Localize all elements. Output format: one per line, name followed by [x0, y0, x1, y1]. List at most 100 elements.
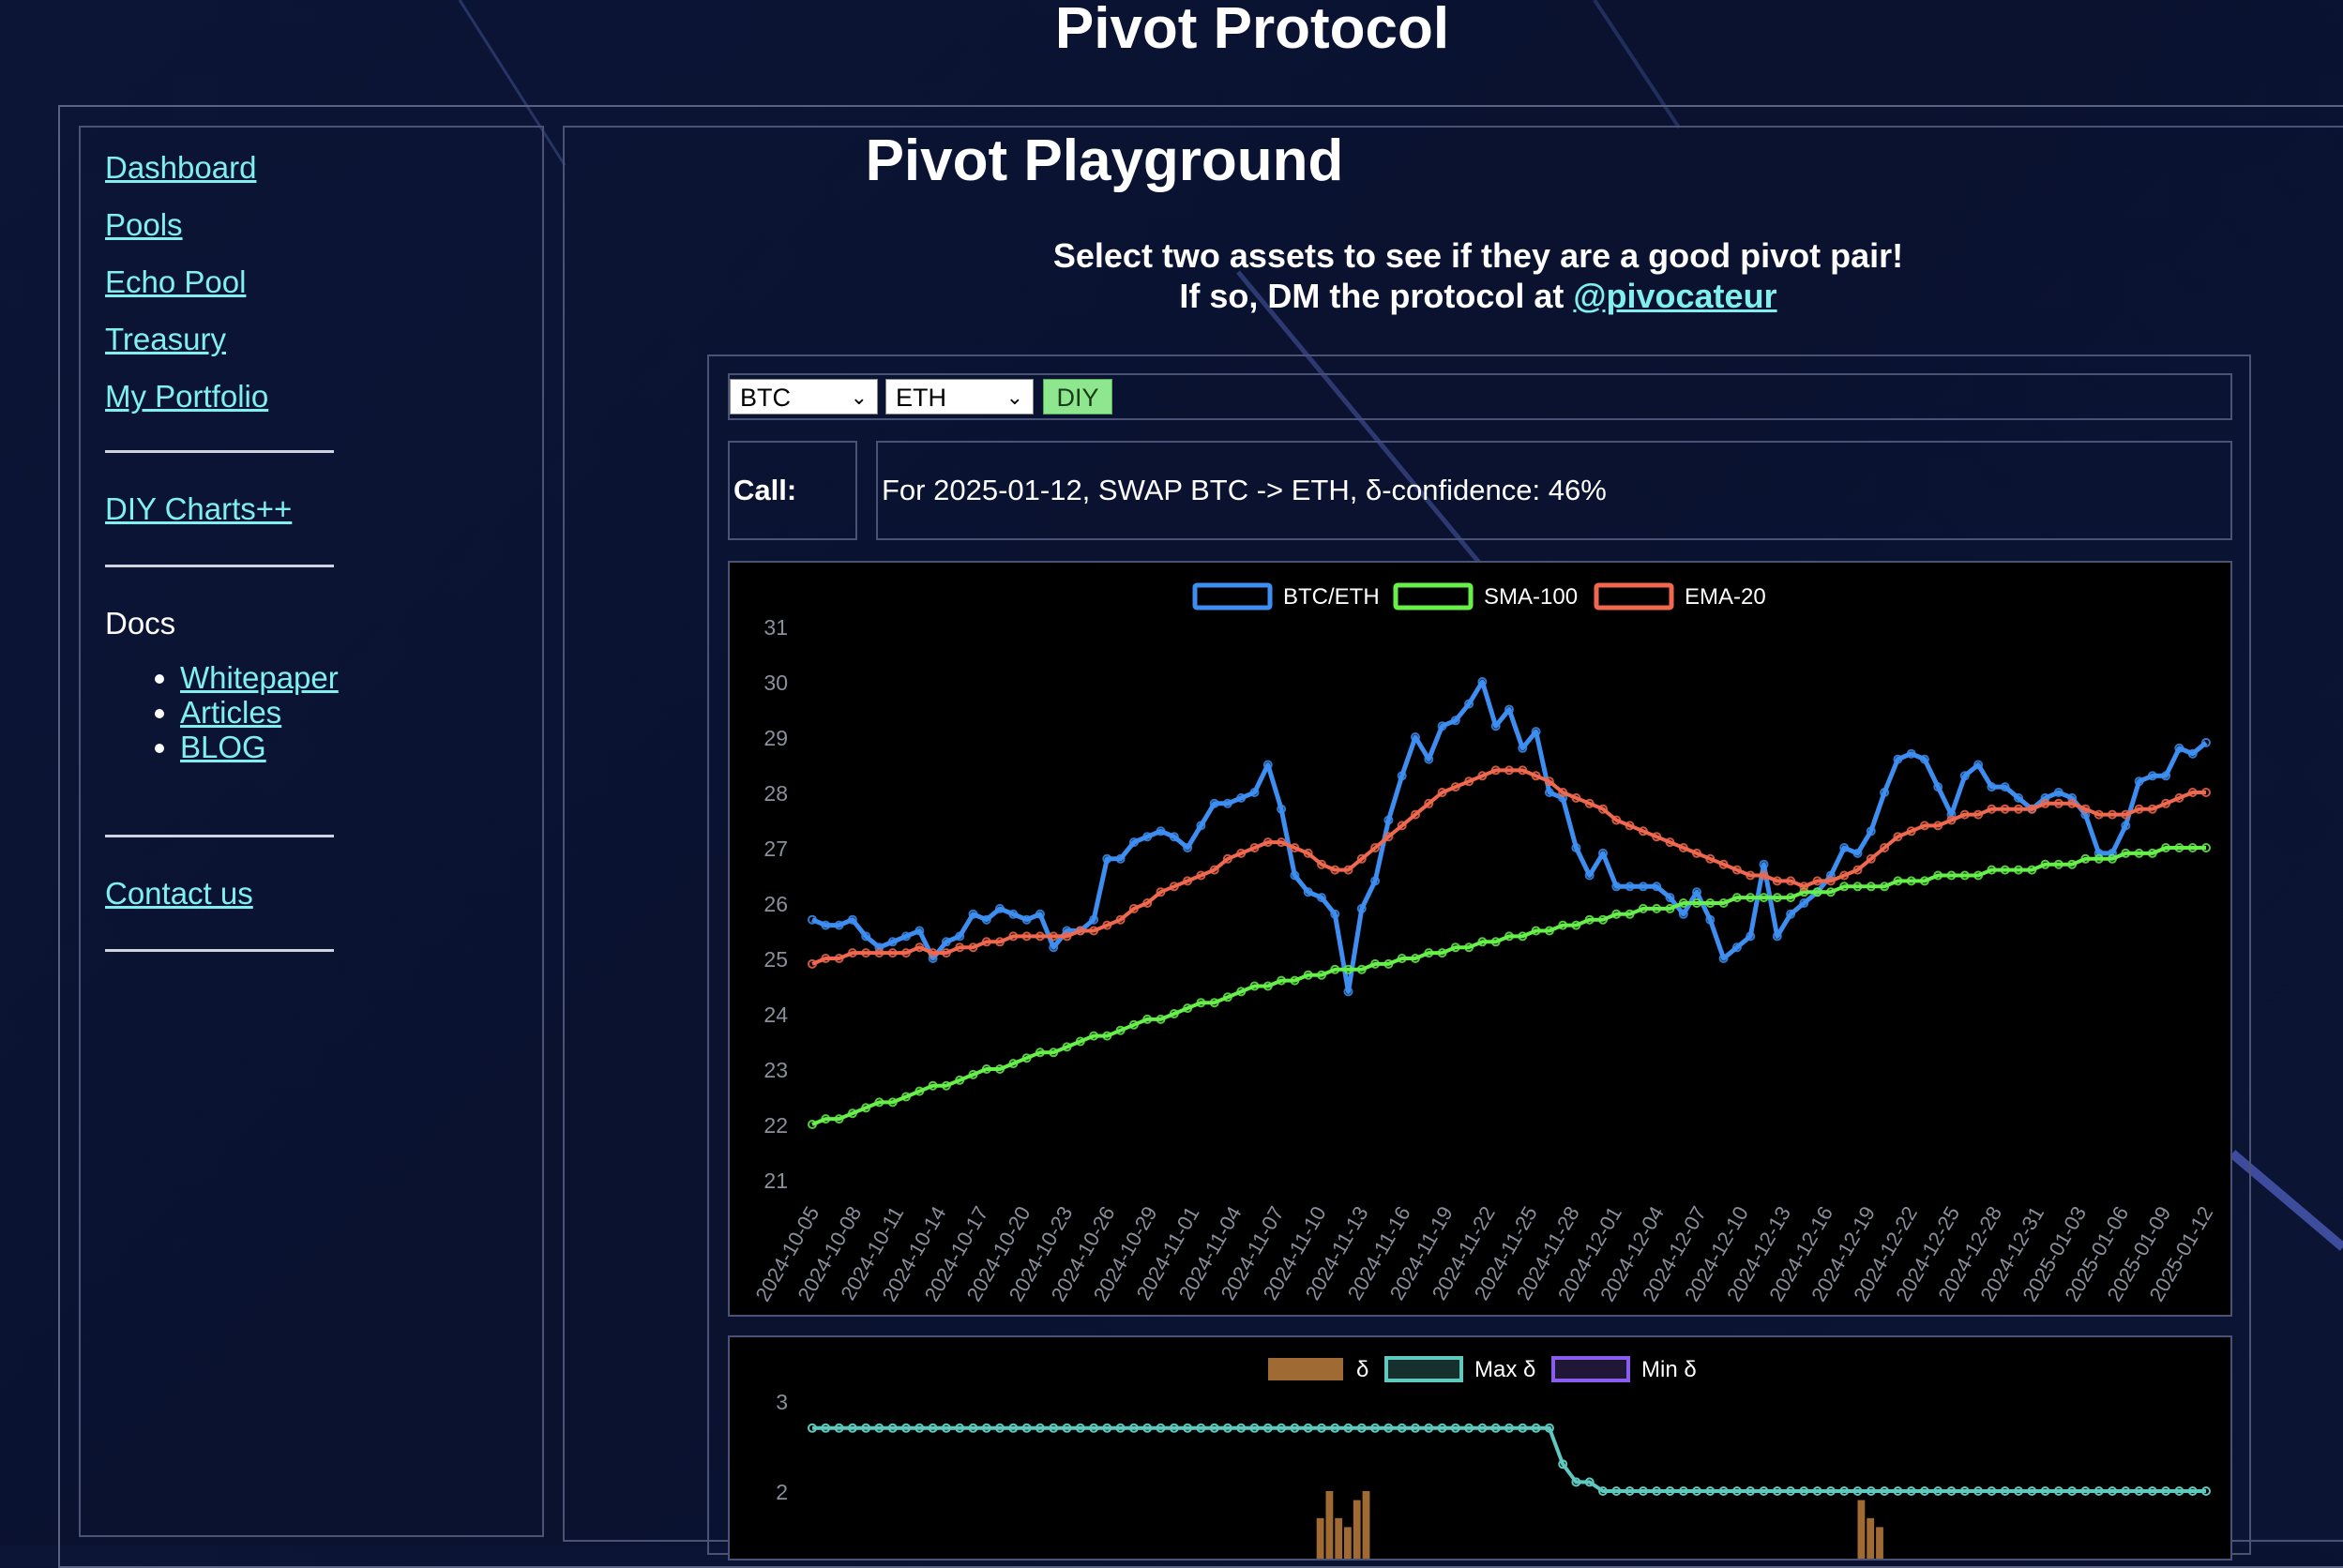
data-point: [2080, 853, 2091, 864]
data-point: [1518, 743, 1528, 753]
delta-chart-svg: δ Max δ Min δ 2 3: [776, 1356, 2211, 1559]
data-point: [1772, 1486, 1782, 1496]
data-point: [1946, 815, 1957, 825]
nav-link-diy-charts[interactable]: DIY Charts++: [105, 491, 293, 526]
data-point: [1330, 909, 1340, 919]
series-line-btc-eth: [811, 679, 2208, 994]
data-point: [915, 942, 925, 953]
series-line-max-delta: [812, 1425, 2206, 1493]
docs-label: Docs: [105, 606, 176, 641]
data-point: [2174, 743, 2184, 753]
data-point: [941, 1423, 951, 1433]
data-point: [1343, 987, 1353, 997]
data-point: [1262, 981, 1273, 991]
legend-swatch: [1551, 1356, 1630, 1382]
data-point: [2000, 1486, 2010, 1496]
data-point: [1102, 1031, 1112, 1041]
data-point: [1652, 882, 1662, 892]
data-point: [1558, 788, 1568, 797]
data-point: [1142, 1423, 1153, 1433]
asset-a-select[interactable]: BTC ⌄: [730, 379, 878, 415]
data-point: [981, 1423, 991, 1433]
data-point: [1196, 998, 1206, 1008]
data-point: [1665, 903, 1675, 913]
data-point: [2108, 809, 2117, 820]
asset-b-select[interactable]: ETH ⌄: [885, 379, 1034, 415]
data-point: [1262, 1423, 1273, 1433]
page-title: Pivot Playground: [865, 128, 1344, 193]
data-point: [2108, 853, 2117, 864]
data-point: [1973, 809, 1984, 820]
data-point: [1356, 964, 1367, 974]
data-point: [1277, 837, 1287, 848]
data-point: [1183, 1003, 1193, 1014]
data-point: [1008, 1423, 1019, 1433]
data-point: [915, 1086, 925, 1096]
data-point: [1959, 1486, 1970, 1496]
data-point: [1611, 882, 1622, 892]
data-point: [1933, 1486, 1943, 1496]
data-point: [1772, 931, 1782, 942]
controls-bar: [728, 373, 2232, 420]
data-point: [1839, 1486, 1850, 1496]
data-point: [1249, 1423, 1260, 1433]
data-point: [1665, 837, 1675, 848]
docs-link-blog[interactable]: BLOG: [180, 730, 266, 764]
data-point: [1330, 865, 1340, 875]
delta-bar: [1325, 1491, 1334, 1559]
data-point: [1692, 848, 1701, 858]
data-point: [1638, 826, 1648, 837]
data-point: [1062, 1042, 1072, 1052]
docs-link-articles[interactable]: Articles: [180, 695, 282, 730]
series-line-sma-100: [811, 846, 2206, 1126]
data-point: [1490, 721, 1501, 731]
chevron-down-icon: ⌄: [1005, 385, 1023, 409]
data-point: [1531, 1423, 1541, 1433]
data-point: [1183, 843, 1193, 852]
y-tick-label: 21: [763, 1168, 788, 1193]
data-point: [1731, 1486, 1742, 1496]
data-point: [1049, 931, 1059, 942]
data-point: [1692, 887, 1701, 897]
data-point: [901, 931, 911, 942]
data-point: [901, 1092, 911, 1102]
docs-link-whitepaper[interactable]: Whitepaper: [180, 660, 339, 695]
diy-button[interactable]: DIY: [1043, 379, 1112, 415]
delta-bar: [1867, 1517, 1875, 1559]
chevron-down-icon: ⌄: [850, 385, 868, 409]
nav-link-treasury[interactable]: Treasury: [105, 322, 226, 356]
data-point: [1317, 970, 1326, 980]
data-point: [1049, 1423, 1059, 1433]
nav-link-dashboard[interactable]: Dashboard: [105, 150, 257, 185]
data-point: [2134, 1486, 2144, 1496]
data-point: [1611, 815, 1622, 825]
nav-link-contact-us[interactable]: Contact us: [105, 876, 253, 911]
data-point: [1825, 876, 1836, 886]
twitter-handle-link[interactable]: @pivocateur: [1573, 277, 1777, 315]
data-point: [1906, 748, 1916, 759]
data-point: [1317, 1423, 1326, 1433]
data-point: [1424, 798, 1434, 808]
delta-bar: [1857, 1500, 1866, 1559]
data-point: [1397, 771, 1407, 781]
data-point: [1759, 1486, 1769, 1496]
data-point: [1718, 898, 1729, 908]
data-point: [1705, 1486, 1716, 1496]
data-point: [1799, 882, 1809, 892]
data-point: [1115, 1025, 1126, 1035]
data-point: [1236, 987, 1247, 997]
data-point: [1397, 1423, 1407, 1433]
data-point: [1021, 914, 1032, 925]
data-point: [1222, 1423, 1232, 1433]
data-point: [1544, 1423, 1554, 1433]
data-point: [1746, 931, 1756, 942]
data-point: [1089, 926, 1099, 936]
nav-link-my-portfolio[interactable]: My Portfolio: [105, 379, 269, 414]
data-point: [2134, 848, 2144, 858]
y-tick-label: 31: [763, 615, 788, 640]
data-point: [1731, 942, 1742, 953]
nav-link-pools[interactable]: Pools: [105, 207, 183, 242]
data-point: [1731, 893, 1742, 903]
data-point: [1678, 909, 1688, 919]
nav-link-echo-pool[interactable]: Echo Pool: [105, 264, 247, 299]
